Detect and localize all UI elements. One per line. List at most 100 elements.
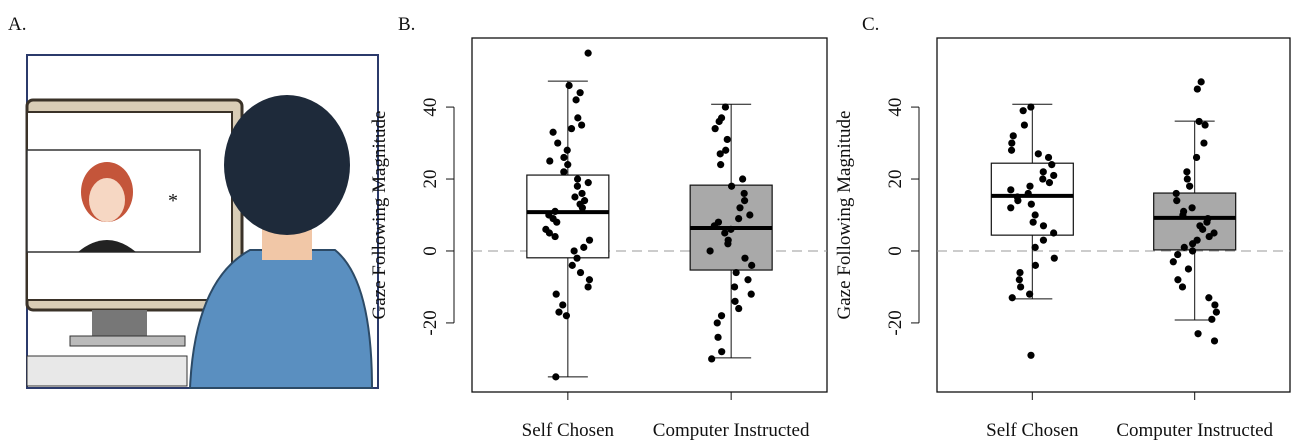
data-point	[1019, 107, 1027, 115]
data-point	[732, 268, 740, 277]
data-point	[580, 243, 588, 251]
data-point	[1008, 294, 1016, 302]
data-point	[1178, 283, 1187, 291]
data-point	[706, 247, 714, 255]
data-point	[552, 373, 560, 381]
y-tick-label: 40	[420, 98, 441, 117]
x-tick-label: Computer Instructed	[1116, 420, 1273, 441]
data-point	[710, 222, 718, 230]
data-point	[1027, 103, 1035, 111]
data-point	[717, 312, 726, 320]
data-point	[1031, 211, 1039, 219]
data-point	[1017, 283, 1025, 291]
data-point	[578, 121, 586, 129]
data-point	[560, 153, 568, 162]
data-point	[1210, 337, 1219, 345]
data-point	[1211, 301, 1219, 309]
data-point	[1031, 243, 1039, 251]
data-point	[1045, 179, 1054, 187]
data-point	[584, 49, 592, 57]
data-point	[717, 161, 725, 169]
data-point	[716, 150, 724, 158]
data-point	[1183, 168, 1191, 176]
fixation-star: *	[168, 190, 178, 212]
y-tick-label: 0	[885, 246, 906, 256]
data-point	[1026, 182, 1034, 190]
data-point	[1188, 247, 1197, 255]
data-point	[713, 319, 721, 327]
data-point	[585, 276, 594, 284]
data-point	[740, 197, 749, 205]
data-point	[573, 182, 582, 190]
data-point	[711, 125, 719, 133]
data-point	[546, 157, 554, 165]
data-point	[1029, 218, 1037, 226]
data-point	[747, 290, 755, 298]
data-point	[1039, 168, 1047, 176]
data-point	[1173, 197, 1181, 205]
y-tick-label: -20	[885, 310, 906, 335]
data-point	[554, 139, 562, 147]
data-point	[572, 96, 580, 104]
y-axis-title: Gaze Following Magnitude	[369, 111, 390, 320]
plot-frame	[936, 37, 1291, 393]
data-point	[1020, 121, 1029, 129]
data-point	[560, 168, 568, 176]
data-point	[1189, 240, 1197, 248]
data-point	[1009, 132, 1017, 140]
y-tick-label: 40	[885, 98, 906, 117]
data-point	[553, 218, 561, 226]
x-tick-label: Self Chosen	[986, 420, 1079, 441]
data-point	[578, 189, 586, 198]
data-point	[1026, 290, 1034, 298]
y-tick-label: 20	[420, 170, 441, 189]
data-point	[1205, 294, 1213, 302]
data-point	[1208, 315, 1216, 323]
data-point	[722, 146, 730, 154]
data-point	[1180, 243, 1188, 251]
data-point	[1050, 171, 1058, 180]
y-tick-label: 20	[885, 170, 906, 189]
data-point	[551, 232, 559, 241]
data-point	[736, 204, 744, 212]
x-tick-label: Computer Instructed	[653, 420, 810, 441]
plot-frame	[471, 37, 828, 393]
data-point	[731, 297, 739, 305]
data-point	[739, 175, 747, 183]
data-point	[1195, 117, 1203, 126]
data-point	[1050, 229, 1058, 237]
data-point	[741, 254, 749, 262]
data-point	[1027, 200, 1035, 208]
data-point	[1199, 225, 1207, 233]
data-point	[744, 276, 752, 284]
data-point	[724, 240, 732, 248]
x-tick-label: Self Chosen	[522, 420, 615, 441]
data-point	[1192, 153, 1201, 162]
panel-label: B.	[398, 14, 415, 35]
data-point	[1183, 175, 1191, 183]
data-point	[1014, 197, 1022, 205]
data-point	[718, 348, 726, 356]
data-point	[555, 308, 563, 316]
data-point	[721, 103, 730, 111]
data-point	[1174, 250, 1182, 259]
data-point	[1031, 261, 1040, 269]
data-point	[714, 333, 722, 341]
data-point	[578, 204, 586, 212]
data-point	[545, 229, 554, 237]
data-point	[1007, 146, 1016, 154]
data-point	[1201, 121, 1209, 129]
data-point	[576, 268, 585, 277]
data-point	[573, 254, 581, 262]
data-point	[1205, 232, 1213, 241]
data-point	[570, 247, 578, 255]
y-tick-label: -20	[420, 310, 441, 335]
data-point	[1015, 276, 1023, 284]
data-point	[585, 236, 594, 244]
box	[526, 174, 610, 259]
data-point	[1024, 189, 1032, 198]
data-point	[562, 312, 571, 320]
data-point	[1172, 189, 1180, 198]
data-point	[571, 193, 579, 201]
data-point	[552, 290, 560, 298]
